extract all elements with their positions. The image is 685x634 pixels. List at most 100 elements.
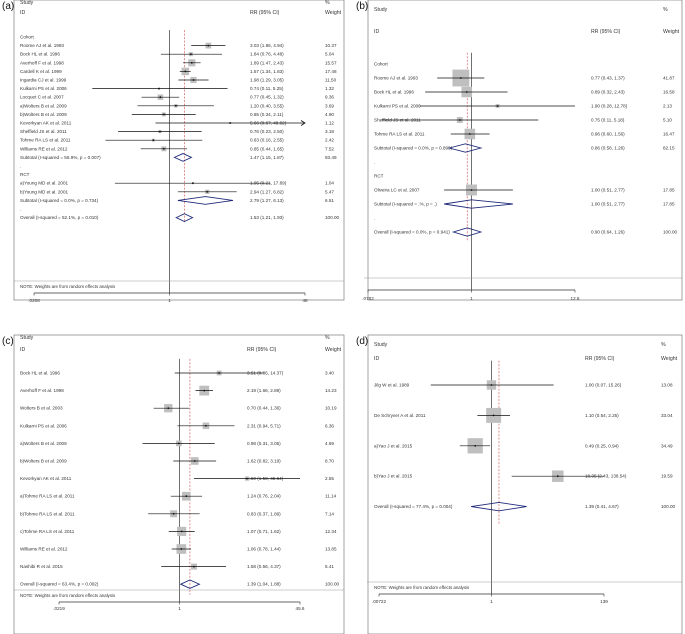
- point-estimate: [474, 444, 477, 447]
- study-label: Cardell K et al. 1999: [20, 69, 62, 74]
- weight-value: 34.49: [661, 443, 673, 448]
- weight-value: 100.00: [663, 230, 677, 235]
- weight-value: 14.23: [325, 388, 337, 393]
- point-estimate: [152, 139, 155, 142]
- point-estimate: [191, 182, 194, 185]
- weight-value: 3.69: [325, 103, 334, 108]
- study-label: a)Tohme RA LS et al. 2011: [20, 494, 75, 499]
- weight-value: 100.00: [325, 582, 339, 587]
- ci-value: 1.00 (0.51, 2.77): [591, 202, 625, 207]
- ci-value: 1.98 (1.29, 3.05): [250, 78, 284, 83]
- weight-value: 7.52: [325, 146, 334, 151]
- weight-value: 3.18: [325, 129, 334, 134]
- point-estimate: [175, 104, 177, 107]
- panel-c: Study ID RR (95% CI)% Weight Bock HL et al. …: [13, 334, 345, 634]
- x-tick-label: 1: [178, 606, 181, 611]
- point-estimate: [496, 105, 499, 107]
- study-label: Averhoff F et al. 1998: [20, 60, 64, 65]
- ci-value: 0.98 (0.31, 3.05): [247, 441, 281, 446]
- point-estimate: [184, 70, 187, 73]
- summary-label: Overall (I-squared = 63.4%, p = 0.002): [20, 582, 99, 587]
- subtotal-diamond: [444, 199, 513, 209]
- x-tick-label: 48: [302, 298, 308, 303]
- point-estimate: [162, 113, 165, 116]
- ci-value: 2.31 (0.94, 5.71): [247, 423, 281, 428]
- header-id: ID: [20, 10, 25, 16]
- ci-value: 3.03 (1.86, 4.94): [250, 43, 284, 48]
- weight-value: 13.08: [661, 383, 673, 388]
- ci-value: 2.19 (1.66, 2.89): [247, 388, 281, 393]
- weight-value: 82.15: [663, 146, 675, 151]
- header-study: Study: [20, 0, 34, 6]
- ci-value: 1.20 (0.40, 3.55): [250, 103, 284, 108]
- subtotal-diamond: [177, 196, 234, 205]
- study-label: a)Wolters B et al. 2009: [20, 441, 67, 446]
- ci-value: 0.70 (0.44, 1.36): [247, 406, 281, 411]
- panel-d: Study ID RR (95% CI)% Weight Jilg W et al. 1…: [367, 334, 683, 634]
- summary-label: Overall (I-squared = 52.1%, p = 0.010): [20, 215, 99, 220]
- header-percent: %: [661, 342, 666, 348]
- header-id: ID: [374, 29, 379, 35]
- subtotal-diamond: [447, 143, 483, 153]
- ci-value: 0.90 (0.64, 1.26): [591, 230, 625, 235]
- study-label: Averhoff F et al. 1998: [20, 388, 64, 393]
- point-estimate: [172, 512, 175, 515]
- x-tick-label: .0219: [53, 606, 65, 611]
- weight-value: 93.49: [325, 155, 337, 160]
- point-estimate: [490, 384, 493, 386]
- study-label: b)Yao J et al. 2015: [374, 474, 413, 479]
- weight-value: 16.58: [663, 90, 675, 95]
- point-estimate: [162, 147, 165, 150]
- study-label: Roome AJ et al. 1993: [374, 76, 418, 81]
- group-label: Cohort: [374, 62, 389, 67]
- weight-value: 1.32: [325, 86, 334, 91]
- weight-value: 15.57: [325, 60, 337, 65]
- study-label: a)Wolters B et al. 2009: [20, 103, 67, 108]
- weight-value: 11.50: [325, 78, 337, 83]
- weight-value: 7.14: [325, 511, 334, 516]
- ci-value: 0.76 (0.23, 2.50): [250, 129, 284, 134]
- group-label: RCT: [374, 174, 384, 179]
- point-estimate: [180, 548, 183, 550]
- ci-value: 1.06 (0.78, 1.44): [247, 547, 281, 552]
- weight-value: 2.42: [325, 138, 334, 143]
- weight-value: 19.59: [661, 474, 673, 479]
- x-tick-label: .0782: [362, 296, 374, 301]
- weight-value: 8.70: [325, 459, 334, 464]
- overall-diamond: [179, 579, 201, 589]
- ci-value: 0.63 (0.16, 2.55): [250, 138, 284, 143]
- ci-value: 1.10 (0.54, 2.25): [585, 413, 619, 418]
- study-label: Kulkarni PS et al. 2006: [20, 86, 67, 91]
- spacer-dot: .: [20, 207, 21, 212]
- panel-frame: [367, 0, 683, 301]
- ci-value: 2.79 (1.27, 6.13): [250, 198, 284, 203]
- study-label: b)Tohme RA LS et al. 2011: [20, 511, 75, 516]
- study-label: Ingardia CJ et al. 1999: [20, 78, 67, 83]
- overall-diamond: [471, 501, 527, 512]
- spacer-dot: .: [374, 160, 375, 165]
- point-estimate: [192, 79, 195, 81]
- study-label: Williams RE et al. 2012: [20, 146, 68, 151]
- point-estimate: [465, 91, 468, 93]
- ci-value: 1.07 (0.71, 1.62): [247, 529, 281, 534]
- weights-note: NOTE: Weights are from random effects an…: [20, 284, 116, 289]
- x-tick-label: 139: [600, 599, 608, 604]
- ci-value: 1.24 (0.76, 2.04): [247, 494, 281, 499]
- point-estimate: [205, 424, 207, 427]
- panel-b: Study ID RR (95% CI)% Weight Cohort Roome AJ …: [362, 0, 683, 301]
- weight-value: 4.69: [325, 441, 334, 446]
- weight-value: 100.00: [325, 215, 339, 220]
- weight-value: 17.85: [663, 202, 675, 207]
- weight-value: 3.40: [325, 371, 334, 376]
- study-label: Bock HL et al. 1996: [374, 90, 414, 95]
- x-tick-label: 1: [168, 298, 171, 303]
- subtotal-diamond: [173, 153, 193, 162]
- weight-value: 17.85: [663, 188, 675, 193]
- header-percent: %: [325, 0, 330, 6]
- group-label: Cohort: [20, 35, 35, 40]
- header-rr: RR (95% CI): [247, 347, 277, 353]
- panel-frame: [13, 0, 345, 301]
- panel-frame: [367, 334, 683, 634]
- x-tick-label: .0208: [28, 298, 40, 303]
